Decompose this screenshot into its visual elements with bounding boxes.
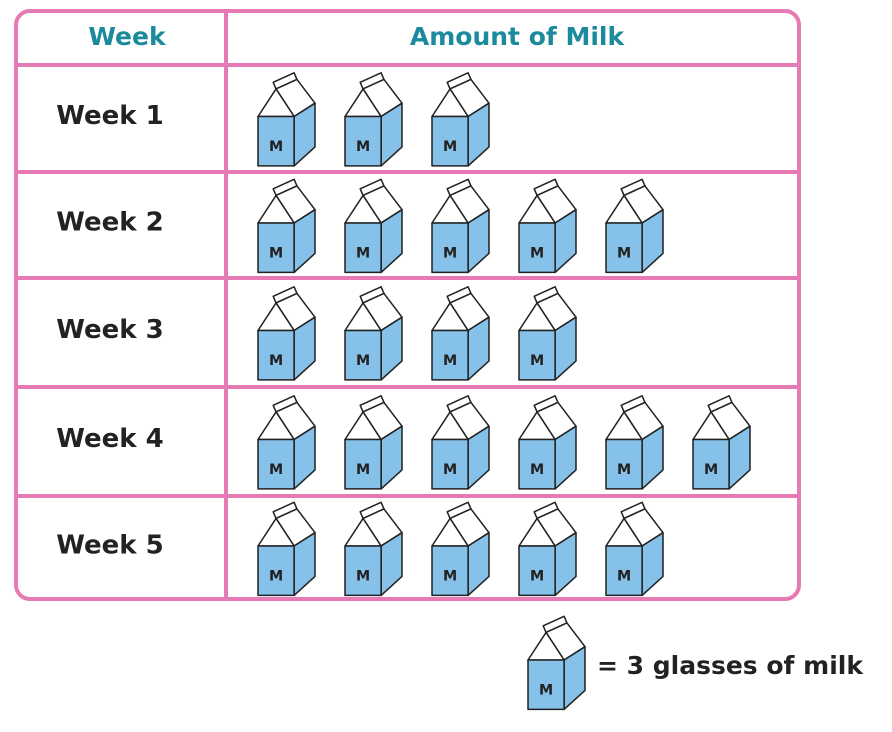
icon-label: M: [617, 462, 631, 478]
milk-icon: M: [257, 395, 316, 490]
milk-icon: M: [257, 286, 316, 381]
milk-icon: M: [344, 501, 403, 597]
icon-front: [431, 545, 469, 597]
milk-icon: M: [344, 72, 403, 167]
milk-icon: M: [605, 501, 664, 597]
icon-label: M: [617, 245, 631, 261]
icon-front: [344, 545, 382, 597]
icon-label: M: [617, 568, 631, 584]
icon-label: M: [443, 139, 457, 155]
category-label: Week 4: [56, 424, 163, 454]
milk-icon: M: [257, 72, 316, 167]
category-label: Week 3: [56, 315, 163, 345]
icon-front: [257, 115, 295, 167]
category-label: Week 5: [56, 531, 163, 561]
icon-label: M: [269, 462, 283, 478]
icon-front: [605, 222, 643, 274]
icon-front: [431, 115, 469, 167]
icon-front: [344, 438, 382, 490]
icon-label: M: [356, 568, 370, 584]
milk-icon: M: [344, 395, 403, 490]
icon-label: M: [539, 682, 553, 698]
milk-icon: M: [344, 286, 403, 381]
icon-front: [344, 329, 382, 381]
icon-label: M: [269, 568, 283, 584]
icon-front: [518, 222, 556, 274]
icon-front: [518, 438, 556, 490]
milk-icon: M: [257, 501, 316, 597]
key-text: = 3 glasses of milk: [597, 651, 864, 680]
icon-label: M: [443, 462, 457, 478]
icon-label: M: [530, 353, 544, 369]
milk-icon: M: [431, 501, 490, 597]
icon-front: [257, 545, 295, 597]
icon-label: M: [356, 245, 370, 261]
icon-front: [257, 329, 295, 381]
milk-icon: M: [431, 286, 490, 381]
milk-icon: M: [518, 395, 577, 490]
icon-front: [518, 329, 556, 381]
icon-label: M: [530, 245, 544, 261]
milk-icon: M: [605, 395, 664, 490]
icon-label: M: [356, 139, 370, 155]
icon-front: [527, 659, 565, 711]
icon-label: M: [269, 245, 283, 261]
milk-icon: M: [518, 286, 577, 381]
icon-label: M: [269, 353, 283, 369]
milk-icon: M: [605, 178, 664, 274]
icon-label: M: [443, 568, 457, 584]
icon-front: [344, 222, 382, 274]
table-border: [14, 9, 801, 601]
icon-front: [431, 329, 469, 381]
milk-icon: M: [431, 395, 490, 490]
icon-label: M: [356, 353, 370, 369]
milk-icon: M: [431, 178, 490, 274]
icon-front: [518, 545, 556, 597]
milk-icon: M: [518, 501, 577, 597]
icon-label: M: [443, 245, 457, 261]
milk-icon: M: [431, 72, 490, 167]
icon-front: [692, 438, 730, 490]
icon-label: M: [269, 139, 283, 155]
icon-front: [605, 545, 643, 597]
header-week: Week: [88, 22, 167, 51]
icon-label: M: [530, 462, 544, 478]
icon-front: [257, 222, 295, 274]
icon-label: M: [443, 353, 457, 369]
icon-front: [431, 438, 469, 490]
icon-front: [605, 438, 643, 490]
milk-icon: M: [527, 615, 586, 711]
category-label: Week 1: [56, 101, 163, 131]
milk-icon: M: [518, 178, 577, 274]
milk-icon: M: [344, 178, 403, 274]
milk-icon: M: [692, 395, 751, 490]
icon-label: M: [356, 462, 370, 478]
category-label: Week 2: [56, 208, 163, 238]
header-amount: Amount of Milk: [410, 22, 626, 51]
icon-label: M: [530, 568, 544, 584]
icon-label: M: [704, 462, 718, 478]
icon-front: [257, 438, 295, 490]
milk-icon: M: [257, 178, 316, 274]
icon-front: [431, 222, 469, 274]
icon-front: [344, 115, 382, 167]
